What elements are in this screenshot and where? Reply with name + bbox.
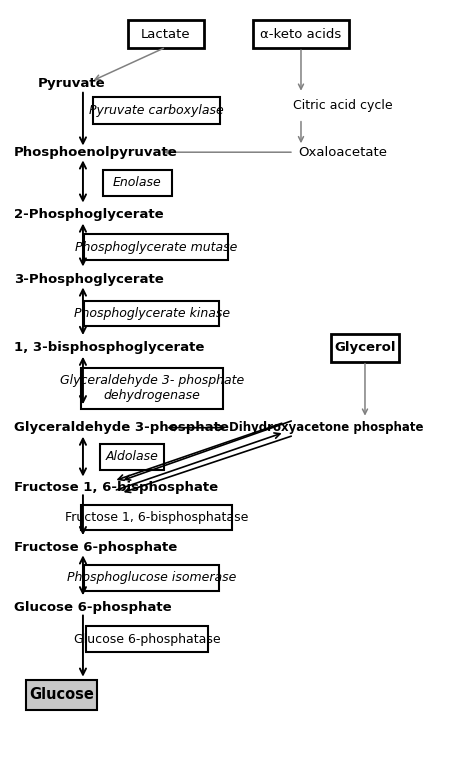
Text: 3-Phosphoglycerate: 3-Phosphoglycerate	[14, 272, 164, 286]
Text: Citric acid cycle: Citric acid cycle	[293, 99, 392, 113]
Text: Pyruvate: Pyruvate	[38, 77, 106, 91]
Text: Glyceraldehyde 3-phosphate: Glyceraldehyde 3-phosphate	[14, 421, 229, 435]
Text: 2-Phosphoglycerate: 2-Phosphoglycerate	[14, 208, 164, 221]
Text: Glucose: Glucose	[29, 687, 94, 702]
Text: Glycerol: Glycerol	[334, 341, 396, 355]
Text: Lactate: Lactate	[141, 27, 191, 41]
Text: Phosphoglycerate kinase: Phosphoglycerate kinase	[73, 307, 230, 320]
Text: Phosphoenolpyruvate: Phosphoenolpyruvate	[14, 145, 178, 159]
FancyBboxPatch shape	[81, 505, 232, 530]
Text: Aldolase: Aldolase	[105, 450, 158, 463]
FancyBboxPatch shape	[84, 565, 219, 591]
FancyBboxPatch shape	[128, 20, 203, 48]
Text: Fructose 6-phosphate: Fructose 6-phosphate	[14, 540, 177, 554]
FancyBboxPatch shape	[84, 301, 219, 326]
FancyBboxPatch shape	[85, 626, 209, 652]
FancyBboxPatch shape	[103, 170, 172, 196]
FancyBboxPatch shape	[92, 97, 220, 124]
FancyBboxPatch shape	[253, 20, 349, 48]
Text: 1, 3-bisphosphoglycerate: 1, 3-bisphosphoglycerate	[14, 341, 205, 355]
FancyBboxPatch shape	[84, 234, 228, 260]
Text: Fructose 1, 6-bisphosphatase: Fructose 1, 6-bisphosphatase	[65, 511, 248, 524]
Text: Glucose 6-phosphate: Glucose 6-phosphate	[14, 600, 172, 614]
FancyBboxPatch shape	[27, 680, 97, 710]
Text: Dihydroxyacetone phosphate: Dihydroxyacetone phosphate	[229, 421, 423, 435]
Text: Fructose 1, 6-bisphosphate: Fructose 1, 6-bisphosphate	[14, 480, 219, 494]
Text: Phosphoglucose isomerase: Phosphoglucose isomerase	[67, 571, 237, 584]
Text: Oxaloacetate: Oxaloacetate	[299, 145, 388, 159]
Text: Enolase: Enolase	[113, 176, 162, 189]
FancyBboxPatch shape	[81, 368, 223, 409]
FancyBboxPatch shape	[331, 333, 399, 361]
Text: Pyruvate carboxylase: Pyruvate carboxylase	[89, 103, 224, 117]
Text: Glucose 6-phosphatase: Glucose 6-phosphatase	[73, 632, 220, 646]
Text: α-keto acids: α-keto acids	[260, 27, 342, 41]
Text: Glyceraldehyde 3- phosphate
dehydrogenase: Glyceraldehyde 3- phosphate dehydrogenas…	[60, 374, 244, 402]
FancyBboxPatch shape	[100, 444, 164, 470]
Text: Phosphoglycerate mutase: Phosphoglycerate mutase	[75, 240, 237, 254]
